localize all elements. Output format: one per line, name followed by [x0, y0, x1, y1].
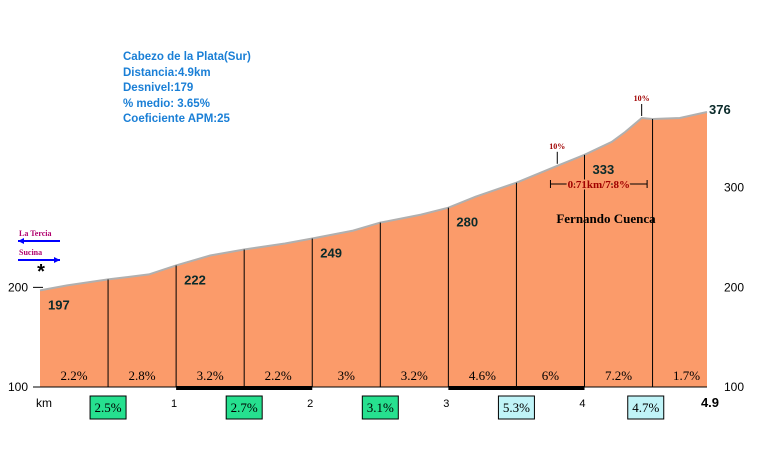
altitude-label: 222	[184, 272, 206, 287]
climb-average-grade: % medio: 3.65%	[123, 97, 210, 110]
segment-grade-label: 2.8%	[129, 368, 156, 383]
km-grade-box	[361, 395, 399, 420]
junction-label: La Tercia	[19, 229, 52, 238]
altitude-label: 376	[709, 102, 731, 117]
baseline-km-band	[176, 386, 313, 390]
km-grade-label: 3.1%	[367, 400, 394, 415]
km-grade-box	[627, 395, 665, 420]
y-tick-label-left: 200	[8, 280, 28, 294]
segment-grade-label: 2.2%	[265, 368, 292, 383]
x-tick-label: 2	[307, 398, 313, 410]
km-grade-label: 5.3%	[503, 400, 530, 415]
junction-label: Sucina	[19, 248, 42, 257]
y-tick-label-right: 200	[724, 280, 744, 294]
segment-grade-label: 7.2%	[605, 368, 632, 383]
climb-apm-coefficient: Coeficiente APM:25	[123, 113, 230, 125]
start-marker: *	[37, 261, 45, 283]
altitude-label: 249	[320, 246, 342, 261]
profile-area	[40, 112, 707, 387]
segment-grade-label: 4.6%	[469, 368, 496, 383]
profile-outline	[39, 111, 708, 292]
km-grade-label: 2.5%	[95, 400, 122, 415]
x-tick-label: 4	[579, 398, 585, 410]
altitude-label: 280	[456, 215, 478, 230]
span-annotation-label: 0.71km/7.8%	[568, 179, 630, 191]
x-tick-label: 3	[443, 398, 449, 410]
segment-grade-label: 2.2%	[60, 368, 87, 383]
place-label: Fernando Cuenca	[556, 211, 656, 226]
km-grade-box	[225, 395, 263, 420]
climb-title: Cabezo de la Plata(Sur)	[123, 51, 251, 63]
km-grade-box	[89, 395, 127, 420]
climb-info-panel: Cabezo de la Plata(Sur) Distancia:4.9km …	[123, 50, 251, 128]
segment-grade-label: 6%	[542, 368, 560, 383]
peak-marker-label: 10%	[549, 142, 565, 151]
climb-elevation-gain: Desnivel:179	[123, 82, 194, 94]
altitude-label: 333	[592, 162, 614, 177]
junction-arrowhead	[18, 238, 24, 244]
y-tick-label-right: 100	[724, 380, 744, 394]
peak-marker-label: 10%	[634, 94, 650, 103]
baseline-km-band	[448, 386, 585, 390]
segment-grade-label: 3.2%	[197, 368, 224, 383]
x-axis-label: km	[36, 396, 52, 410]
x-tick-label: 1	[171, 398, 177, 410]
segment-grade-label: 3.2%	[401, 368, 428, 383]
km-grade-label: 4.7%	[632, 400, 659, 415]
km-grade-label: 2.7%	[231, 400, 258, 415]
y-tick-label-right: 300	[724, 181, 744, 195]
segment-grade-label: 3%	[338, 368, 356, 383]
x-tick-label: 4.9	[701, 395, 719, 410]
climb-distance: Distancia:4.9km	[123, 66, 211, 79]
km-grade-box	[497, 395, 535, 420]
junction-arrowhead	[54, 257, 60, 263]
segment-grade-label: 1.7%	[673, 368, 700, 383]
altitude-label: 197	[48, 297, 70, 312]
y-tick-label-left: 100	[8, 380, 28, 394]
